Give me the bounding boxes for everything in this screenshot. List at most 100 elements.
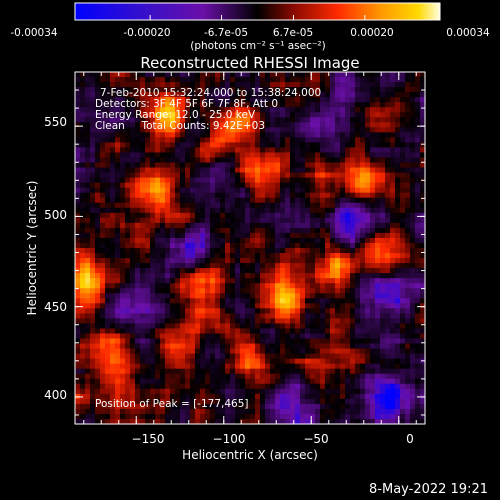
heatmap-cell bbox=[305, 248, 311, 254]
heatmap-cell bbox=[135, 142, 141, 149]
heatmap-cell bbox=[135, 333, 141, 340]
heatmap-cell bbox=[240, 72, 246, 78]
heatmap-cell bbox=[120, 413, 126, 420]
heatmap-cell bbox=[125, 72, 131, 78]
heatmap-cell bbox=[190, 258, 196, 264]
heatmap-cell bbox=[215, 172, 221, 179]
heatmap-cell bbox=[85, 328, 91, 335]
heatmap-cell bbox=[85, 268, 91, 274]
heatmap-cell bbox=[310, 398, 316, 405]
heatmap-cell bbox=[295, 192, 301, 199]
heatmap-cell bbox=[365, 333, 371, 340]
plot-frame bbox=[74, 71, 426, 425]
heatmap-cell bbox=[350, 212, 356, 219]
heatmap-cell bbox=[170, 368, 176, 375]
heatmap-cell bbox=[385, 122, 391, 128]
heatmap-cell bbox=[170, 258, 176, 264]
heatmap-cell bbox=[340, 313, 346, 319]
heatmap-cell bbox=[400, 107, 406, 113]
heatmap-cell bbox=[295, 222, 301, 229]
heatmap-cell bbox=[415, 388, 421, 395]
heatmap-cell bbox=[205, 333, 211, 340]
heatmap-cell bbox=[420, 363, 426, 370]
heatmap-cell bbox=[165, 318, 171, 325]
heatmap-cell bbox=[305, 117, 311, 123]
heatmap-cell bbox=[210, 273, 216, 279]
heatmap-cell bbox=[260, 172, 266, 179]
heatmap-cell bbox=[225, 343, 231, 350]
heatmap-cell bbox=[380, 157, 386, 164]
heatmap-cell bbox=[100, 358, 106, 365]
heatmap-cell bbox=[285, 413, 291, 420]
heatmap-cell bbox=[180, 152, 186, 159]
heatmap-cell bbox=[160, 187, 166, 194]
heatmap-cell bbox=[310, 333, 316, 340]
heatmap-cell bbox=[120, 172, 126, 179]
heatmap-cell bbox=[205, 222, 211, 229]
heatmap-cell bbox=[395, 102, 401, 108]
heatmap-cell bbox=[110, 288, 116, 294]
heatmap-cell bbox=[290, 177, 296, 184]
heatmap-cell bbox=[355, 107, 361, 113]
heatmap-cell bbox=[255, 127, 261, 133]
heatmap-cell bbox=[90, 413, 96, 420]
heatmap-cell bbox=[420, 293, 426, 299]
heatmap-cell bbox=[345, 338, 351, 345]
heatmap-cell bbox=[385, 378, 391, 385]
heatmap-cell bbox=[100, 92, 106, 98]
heatmap-cell bbox=[350, 413, 356, 420]
heatmap-cell bbox=[415, 157, 421, 164]
heatmap-cell bbox=[150, 353, 156, 360]
heatmap-cell bbox=[215, 288, 221, 294]
heatmap-cell bbox=[165, 363, 171, 370]
heatmap-cell bbox=[145, 268, 151, 274]
heatmap-cell bbox=[170, 172, 176, 179]
heatmap-cell bbox=[300, 313, 306, 319]
heatmap-cell bbox=[155, 207, 161, 214]
heatmap-cell bbox=[115, 127, 121, 133]
heatmap-cell bbox=[220, 263, 226, 269]
heatmap-cell bbox=[320, 293, 326, 299]
heatmap-cell bbox=[90, 202, 96, 209]
heatmap-cell bbox=[145, 227, 151, 234]
heatmap-cell bbox=[355, 112, 361, 118]
heatmap-cell bbox=[360, 77, 366, 83]
heatmap-cell bbox=[245, 273, 251, 279]
heatmap-cell bbox=[125, 328, 131, 335]
heatmap-cell bbox=[75, 132, 81, 138]
heatmap-cell bbox=[105, 398, 111, 405]
heatmap-cell bbox=[410, 268, 416, 274]
heatmap-cell bbox=[365, 383, 371, 390]
heatmap-cell bbox=[200, 172, 206, 179]
heatmap-cell bbox=[410, 137, 416, 143]
heatmap-cell bbox=[115, 107, 121, 113]
heatmap-cell bbox=[125, 202, 131, 209]
heatmap-cell bbox=[300, 132, 306, 138]
heatmap-cell bbox=[125, 253, 131, 259]
heatmap-cell bbox=[80, 268, 86, 274]
heatmap-cell bbox=[190, 308, 196, 314]
heatmap-cell bbox=[150, 413, 156, 420]
heatmap-cell bbox=[270, 242, 276, 249]
heatmap-cell bbox=[385, 207, 391, 214]
heatmap-cell bbox=[90, 92, 96, 98]
heatmap-cell bbox=[200, 87, 206, 93]
heatmap-cell bbox=[315, 393, 321, 400]
heatmap-cell bbox=[305, 388, 311, 395]
heatmap-cell bbox=[170, 212, 176, 219]
heatmap-cell bbox=[115, 323, 121, 330]
heatmap-cell bbox=[280, 227, 286, 234]
heatmap-cell bbox=[275, 288, 281, 294]
heatmap-cell bbox=[160, 258, 166, 264]
heatmap-cell bbox=[420, 273, 426, 279]
heatmap-cell bbox=[240, 97, 246, 103]
heatmap-cell bbox=[140, 283, 146, 289]
heatmap-cell bbox=[255, 237, 261, 244]
heatmap-cell bbox=[235, 132, 241, 138]
heatmap-cell bbox=[105, 378, 111, 385]
heatmap-cell bbox=[95, 268, 101, 274]
heatmap-cell bbox=[125, 187, 131, 194]
heatmap-cell bbox=[195, 363, 201, 370]
heatmap-cell bbox=[150, 77, 156, 83]
heatmap-cell bbox=[365, 363, 371, 370]
